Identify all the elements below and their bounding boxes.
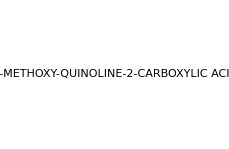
Text: 8-METHOXY-QUINOLINE-2-CARBOXYLIC ACID: 8-METHOXY-QUINOLINE-2-CARBOXYLIC ACID [0, 69, 229, 80]
